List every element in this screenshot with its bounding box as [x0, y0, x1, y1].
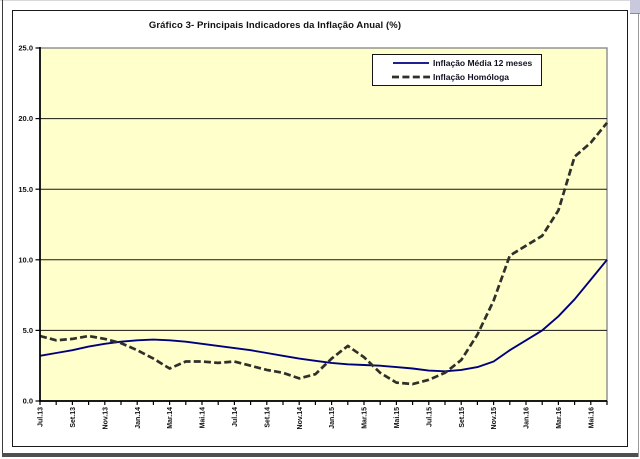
window-border-left	[2, 0, 3, 457]
legend: Inflação Média 12 meses Inflação Homólog…	[372, 54, 542, 86]
legend-label-homologa: Inflação Homóloga	[433, 72, 510, 82]
dashed-line-sample-icon	[392, 75, 430, 79]
legend-item-media: Inflação Média 12 meses	[373, 57, 541, 70]
solid-line-sample-icon	[393, 62, 429, 64]
window-scroll-artifact	[630, 0, 640, 14]
chart-title: Gráfico 3- Principais Indicadores da Inf…	[148, 20, 402, 31]
window-border-right	[638, 0, 639, 457]
legend-label-media: Inflação Média 12 meses	[433, 58, 533, 68]
window-border-top	[0, 0, 640, 1]
legend-item-homologa: Inflação Homóloga	[373, 71, 541, 84]
window-border-bottom	[2, 453, 638, 457]
